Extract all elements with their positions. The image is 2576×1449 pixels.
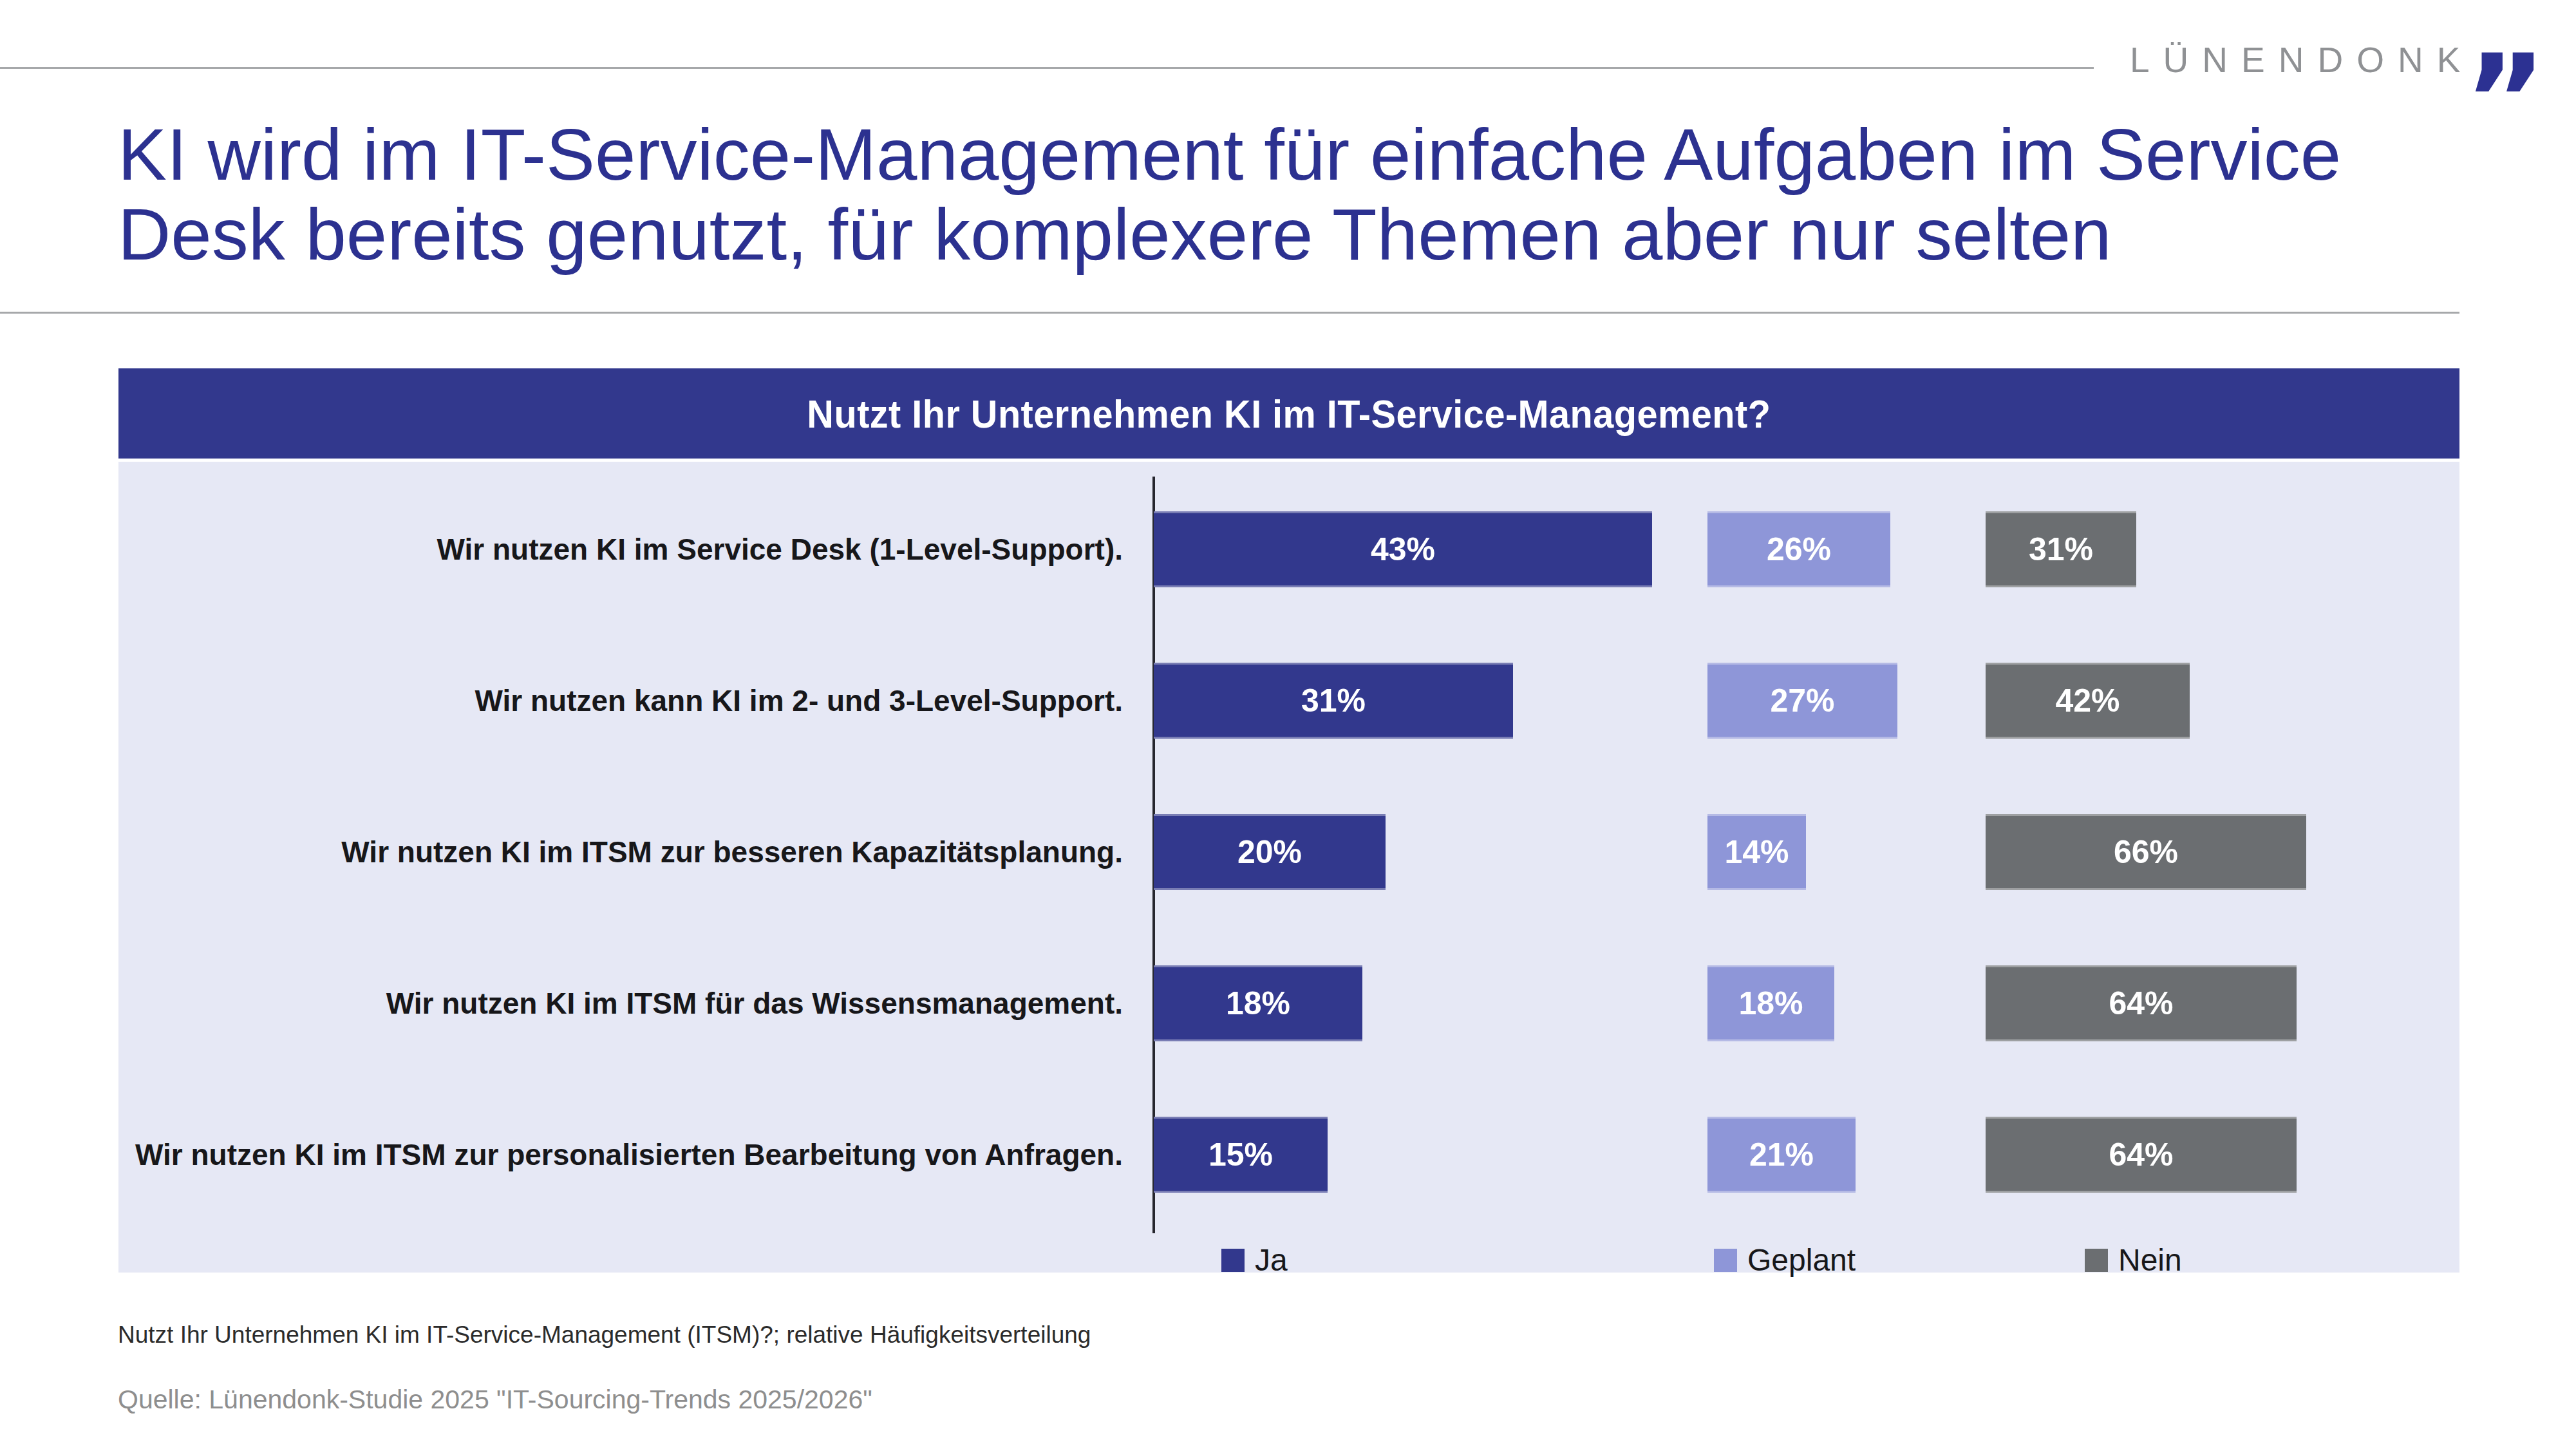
bar-nein-row4: 64% xyxy=(1986,965,2297,1041)
value-label: 31% xyxy=(1301,682,1366,719)
value-label: 18% xyxy=(1226,985,1290,1022)
value-label: 15% xyxy=(1208,1136,1273,1173)
value-label: 31% xyxy=(2029,531,2093,568)
category-label-4: Wir nutzen KI im ITSM für das Wissensman… xyxy=(131,965,1123,1041)
category-label-2: Wir nutzen kann KI im 2- und 3-Level-Sup… xyxy=(131,663,1123,739)
value-label: 18% xyxy=(1738,985,1803,1022)
bar-geplant-row5: 21% xyxy=(1707,1117,1856,1193)
legend-item-geplant: Geplant xyxy=(1714,1246,1856,1274)
chart-header-bar: Nutzt Ihr Unternehmen KI im IT-Service-M… xyxy=(118,368,2459,459)
value-label: 66% xyxy=(2114,833,2178,871)
chart-title: Nutzt Ihr Unternehmen KI im IT-Service-M… xyxy=(807,391,1771,437)
lunendonk-logo: LÜNENDONK xyxy=(2130,37,2477,82)
bar-ja-row5: 15% xyxy=(1154,1117,1328,1193)
bar-ja-row4: 18% xyxy=(1154,965,1362,1041)
legend-swatch-ja xyxy=(1221,1249,1245,1272)
legend-swatch-nein xyxy=(2085,1249,2108,1272)
chart-footnote: Nutzt Ihr Unternehmen KI im IT-Service-M… xyxy=(118,1321,1091,1349)
legend-label-nein: Nein xyxy=(2118,1246,2182,1274)
value-label: 14% xyxy=(1724,833,1789,871)
legend-label-ja: Ja xyxy=(1255,1246,1288,1274)
bar-ja-row3: 20% xyxy=(1154,814,1386,890)
bar-geplant-row4: 18% xyxy=(1707,965,1834,1041)
page-title: KI wird im IT-Service-Management für ein… xyxy=(118,115,2423,274)
bar-geplant-row2: 27% xyxy=(1707,663,1897,739)
bar-ja-row1: 43% xyxy=(1154,511,1652,587)
chart-panel: Nutzt Ihr Unternehmen KI im IT-Service-M… xyxy=(118,368,2459,1273)
logo-wordmark: LÜNENDONK xyxy=(2130,43,2474,78)
category-label-5: Wir nutzen KI im ITSM zur personalisiert… xyxy=(131,1117,1123,1193)
bar-nein-row1: 31% xyxy=(1986,511,2136,587)
bar-ja-row2: 31% xyxy=(1154,663,1513,739)
category-label-1: Wir nutzen KI im Service Desk (1-Level-S… xyxy=(131,511,1123,587)
value-label: 21% xyxy=(1749,1136,1814,1173)
title-divider-line xyxy=(0,312,2459,314)
value-label: 20% xyxy=(1237,833,1302,871)
legend-swatch-geplant xyxy=(1714,1249,1737,1272)
legend-label-geplant: Geplant xyxy=(1747,1246,1856,1274)
logo-quote-icon: ” xyxy=(2464,36,2576,165)
category-label-3: Wir nutzen KI im ITSM zur besseren Kapaz… xyxy=(131,814,1123,890)
value-label: 64% xyxy=(2109,985,2173,1022)
top-divider-line xyxy=(0,67,2094,69)
value-label: 43% xyxy=(1371,531,1435,568)
value-label: 27% xyxy=(1770,682,1834,719)
bar-nein-row5: 64% xyxy=(1986,1117,2297,1193)
value-label: 42% xyxy=(2055,682,2120,719)
bar-nein-row2: 42% xyxy=(1986,663,2190,739)
bar-geplant-row3: 14% xyxy=(1707,814,1806,890)
bar-geplant-row1: 26% xyxy=(1707,511,1890,587)
value-label: 26% xyxy=(1767,531,1831,568)
source-note: Quelle: Lünendonk-Studie 2025 "IT-Sourci… xyxy=(118,1385,872,1415)
value-label: 64% xyxy=(2109,1136,2173,1173)
legend-item-ja: Ja xyxy=(1221,1246,1288,1274)
bar-nein-row3: 66% xyxy=(1986,814,2306,890)
chart-plot-area: Wir nutzen KI im Service Desk (1-Level-S… xyxy=(118,462,2459,1273)
legend-item-nein: Nein xyxy=(2085,1246,2182,1274)
